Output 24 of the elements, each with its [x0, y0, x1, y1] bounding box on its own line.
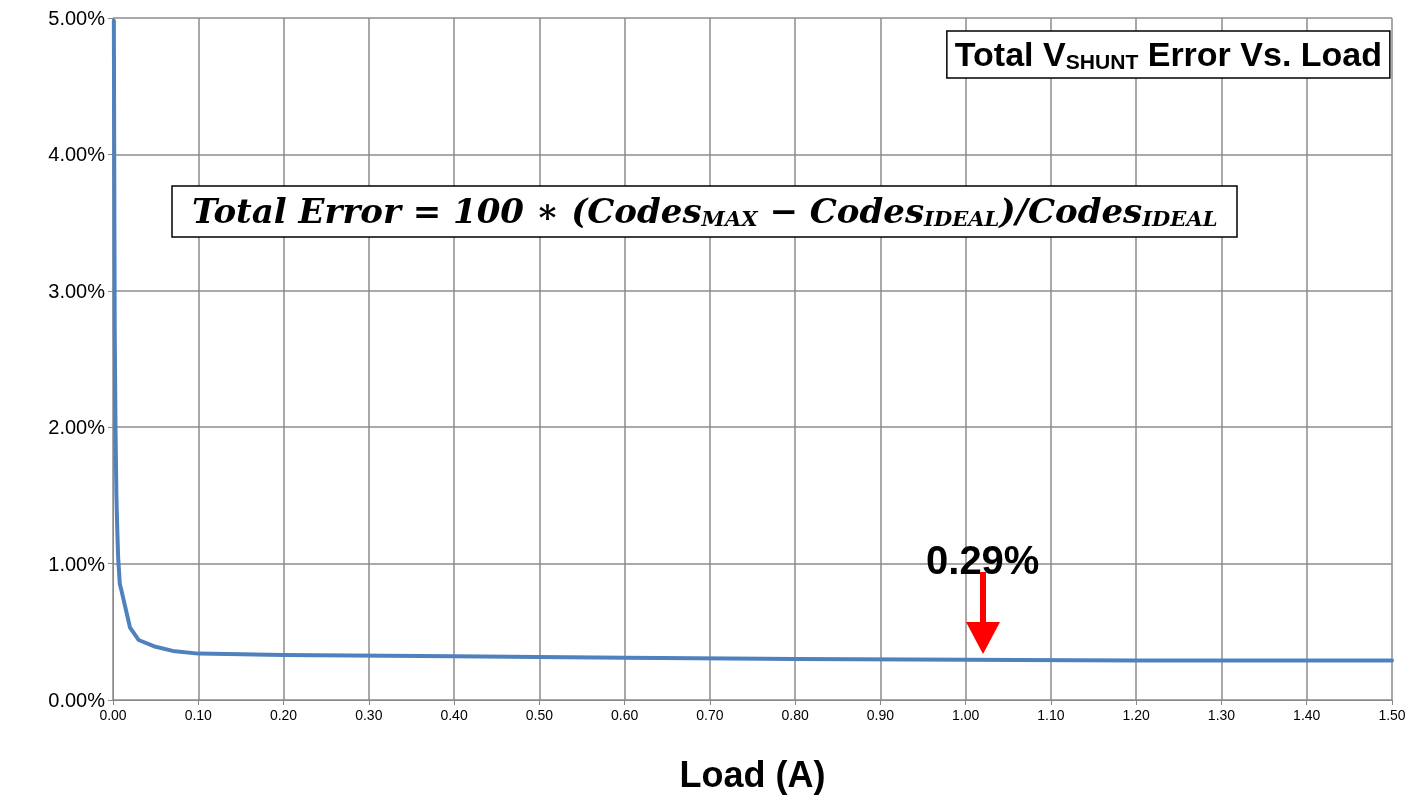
x-tick-label: 0.10	[184, 707, 213, 723]
x-tick-label: 0.80	[781, 707, 809, 723]
x-tick-label: 0.20	[269, 707, 298, 723]
x-tick-label: 0.60	[610, 707, 639, 723]
x-tick-label: 1.30	[1207, 707, 1236, 723]
x-tick-label: 0.90	[866, 707, 895, 723]
x-tick-label: 0.70	[696, 707, 724, 723]
y-tick-label: 4.00%	[48, 143, 106, 166]
annotation: 0.29%	[926, 538, 1040, 583]
y-tick-label: 1.00%	[48, 552, 106, 575]
annotation: Total Error = 100 ∗ (CodesMAX − CodesIDEAL)/CodesIDEAL	[192, 191, 1218, 232]
text: Total VSHUNT Error Vs. Load	[954, 35, 1383, 74]
y-tick-label: 2.00%	[48, 416, 106, 439]
x-tick-label: 0.50	[525, 707, 554, 723]
x-tick-label: 1.10	[1037, 707, 1065, 723]
x-tick-label: 0.30	[355, 707, 383, 723]
x-axis-title: Load (A)	[679, 753, 826, 795]
x-tick-label: 1.20	[1122, 707, 1151, 723]
x-tick-label: 0.40	[440, 707, 468, 723]
x-tick-label: 1.00	[952, 707, 980, 723]
y-tick-label: 5.00%	[48, 7, 106, 29]
y-tick-label: 3.00%	[48, 279, 106, 302]
x-tick-label: 1.50	[1378, 707, 1406, 723]
x-tick-label: 1.40	[1293, 707, 1321, 723]
